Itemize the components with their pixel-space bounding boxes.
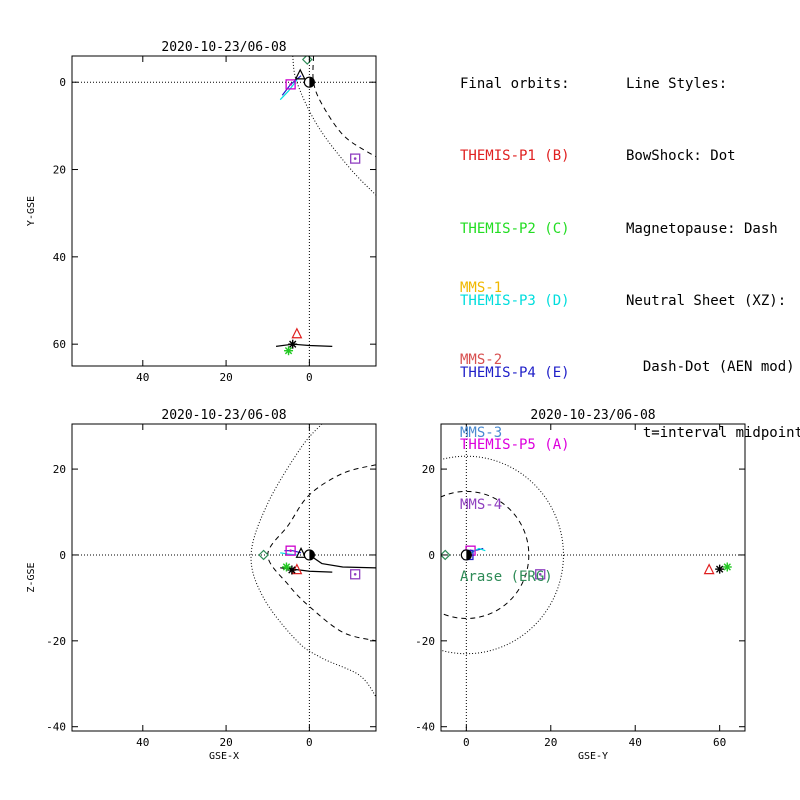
- yz-xtick-label: 60: [713, 736, 726, 749]
- xz-ytick-label: 20: [53, 463, 66, 476]
- xy-magnetopause: [312, 56, 376, 158]
- xy-marker-star: [284, 346, 294, 356]
- yz-plot-area: [441, 424, 745, 731]
- legend-magnetopause: Magnetopause: Dash: [626, 220, 778, 237]
- xz-xtick-label: 20: [219, 736, 232, 749]
- yz-marker-diamond: [441, 549, 451, 561]
- xy-marker-diamond: [301, 56, 313, 65]
- xz-marker-square-center: [289, 549, 292, 552]
- legend-themis-p3: THEMIS-P3 (D): [460, 292, 570, 309]
- yz-title: 2020-10-23/06-08: [530, 408, 655, 423]
- xy-xtick-label: 20: [219, 371, 232, 384]
- yz-magnetopause: [441, 490, 530, 619]
- xy-ytick-label: 40: [53, 251, 66, 264]
- yz-marker-halfcircle-fill: [466, 549, 472, 560]
- xy-ytick-label: 0: [59, 76, 66, 89]
- xy-xtick-label: 40: [136, 371, 149, 384]
- xz-marker-square: [285, 545, 296, 556]
- legend-dash-dot: Dash-Dot (AEN mod): [626, 358, 795, 375]
- xy-orbit-mms: [275, 343, 333, 347]
- xz-xtick-label: 0: [306, 736, 313, 749]
- xy-marker-square: [285, 79, 296, 90]
- xz-xtick-label: 40: [136, 736, 149, 749]
- legend-themis-p2: THEMIS-P2 (C): [460, 220, 570, 237]
- yz-panel: 2020-10-23/06-08 0 20 40 60 20 0 -20 -40 GSE-Y: [415, 408, 746, 762]
- yz-xtick-label: 20: [544, 736, 557, 749]
- legend-themis-p4: THEMIS-P4 (E): [460, 365, 570, 382]
- yz-marker-star-ray: [723, 563, 731, 571]
- yz-marker-star: [722, 562, 732, 572]
- legend-mms-3: MMS-3: [460, 424, 503, 441]
- yz-ytick-label: -20: [415, 635, 435, 648]
- xy-frame: [71, 55, 377, 367]
- yz-marker-square-center: [538, 572, 542, 576]
- xy-title: 2020-10-23/06-08: [161, 40, 286, 55]
- xy-plot-area: [72, 56, 376, 366]
- legend-themis-p5: THEMIS-P5 (A): [460, 437, 570, 454]
- xy-marker-square-center: [289, 83, 292, 86]
- xz-plot-area: [72, 424, 376, 731]
- yz-xlabel: GSE-Y: [578, 751, 608, 762]
- yz-bowshock: [441, 455, 564, 655]
- legend-line-styles: Line Styles: BowShock: Dot Magnetopause:…: [626, 24, 800, 463]
- yz-marker-square: [535, 569, 546, 580]
- legend-line-styles-title: Line Styles:: [626, 76, 728, 92]
- xy-marker-star-ray: [284, 347, 293, 355]
- xz-ytick-label: -40: [46, 721, 66, 734]
- legend-themis-p1: THEMIS-P1 (B): [460, 148, 570, 165]
- xz-orbit-neutralsheet: [309, 554, 376, 569]
- yz-ytick-label: 0: [428, 549, 435, 562]
- legend-mms-1: MMS-1: [460, 280, 503, 296]
- legend-mms-4: MMS-4: [460, 496, 503, 513]
- legend-final-orbits-title: Final orbits:: [460, 76, 570, 92]
- xy-marker-star: [288, 339, 298, 349]
- yz-marker-star-ray: [715, 565, 724, 573]
- xz-marker-star-ray: [282, 563, 291, 571]
- yz-frame: [440, 423, 746, 732]
- xz-marker-square-center: [353, 572, 357, 576]
- legend-final-orbits: Final orbits: THEMIS-P1 (B) THEMIS-P2 (C…: [460, 24, 570, 482]
- legend-mms-2: MMS-2: [460, 352, 503, 369]
- xy-ytick-label: 60: [53, 338, 66, 351]
- yz-marker-star: [715, 564, 725, 574]
- xz-marker-square: [350, 569, 361, 580]
- xz-orbit-themis-p4: [284, 550, 302, 554]
- xz-xlabel: GSE-X: [209, 751, 239, 762]
- legend-neutral-sheet: Neutral Sheet (XZ):: [626, 292, 787, 309]
- xy-marker-triangle: [294, 68, 306, 80]
- xy-marker-halfcircle-fill: [309, 77, 315, 88]
- legend-mms: MMS-1 MMS-2 MMS-3 MMS-4 Arase (ERG): [460, 228, 553, 613]
- xz-frame: [71, 423, 377, 732]
- xz-ylabel: Z-GSE: [26, 562, 37, 592]
- legend-arase: Arase (ERG): [460, 569, 553, 586]
- yz-ytick-label: -40: [415, 721, 435, 734]
- xz-marker-triangle: [291, 563, 303, 575]
- xz-marker-diamond: [258, 549, 269, 561]
- legend-bowshock: BowShock: Dot: [626, 148, 736, 165]
- yz-xtick-label: 0: [463, 736, 470, 749]
- yz-ytick-label: 20: [422, 463, 435, 476]
- xz-marker-halfcircle-fill: [309, 549, 315, 560]
- xy-panel: 2020-10-23/06-08 40 20 0 0 20 40 60 Y-GSE: [26, 40, 377, 384]
- xz-title: 2020-10-23/06-08: [161, 408, 286, 423]
- xy-ytick-label: 20: [53, 164, 66, 177]
- xy-orbit-themis-p3: [279, 79, 298, 101]
- xz-bowshock: [250, 424, 376, 697]
- xy-marker-square-center: [353, 157, 357, 160]
- yz-marker-triangle: [703, 563, 715, 575]
- xy-marker-star-ray: [289, 340, 297, 348]
- xz-marker-star-ray: [288, 566, 296, 574]
- xz-marker-star: [281, 562, 291, 572]
- legend-midpoint: t=interval midpoint: [626, 424, 800, 441]
- xz-ytick-label: 0: [59, 549, 66, 562]
- xy-ylabel: Y-GSE: [26, 196, 37, 226]
- xz-panel: 2020-10-23/06-08 40 20 0 20 0 -20 -40 GSE-X Z-GSE: [26, 408, 377, 762]
- xy-xtick-label: 0: [306, 371, 313, 384]
- xz-marker-triangle: [295, 546, 307, 558]
- xz-ytick-label: -20: [46, 635, 66, 648]
- yz-xtick-label: 40: [629, 736, 642, 749]
- xy-marker-square: [350, 153, 361, 164]
- xy-marker-triangle: [291, 327, 303, 339]
